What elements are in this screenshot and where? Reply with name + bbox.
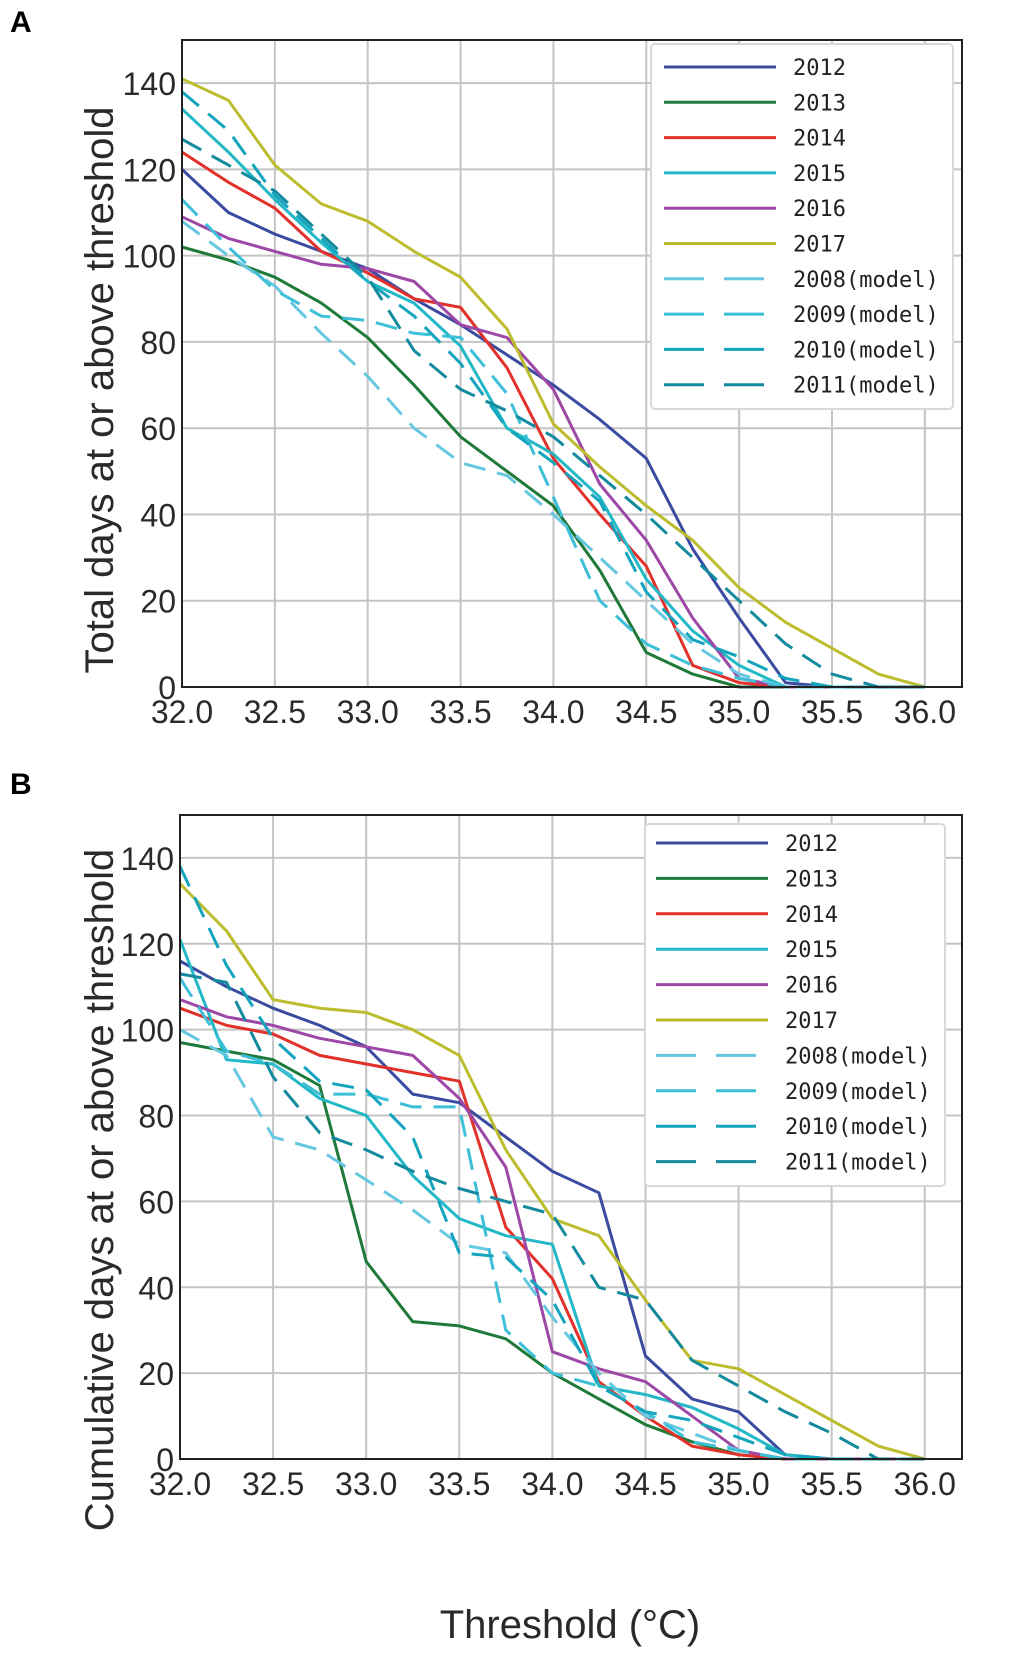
panel-a-y-axis-label: Total days at or above threshold xyxy=(78,106,122,673)
panel-a-y-tick-label: 140 xyxy=(123,66,176,102)
panel-b-plot-frame xyxy=(179,814,963,1460)
panel-a-y-tick-label: 40 xyxy=(140,497,176,533)
panel-a-series-2017 xyxy=(181,77,926,689)
panel-a-series-2011model xyxy=(181,137,925,689)
panel-a-y-tick-label: 120 xyxy=(123,152,176,188)
panel-a-y-tick-label: 60 xyxy=(140,411,176,447)
panel-b-y-tick-label: 20 xyxy=(138,1356,174,1392)
panel-b-series-2010model xyxy=(178,865,925,1461)
panel-b-x-tick-label: 36.0 xyxy=(894,1466,956,1502)
panel-b-x-tick-label: 34.0 xyxy=(521,1466,583,1502)
panel-a-legend-label: 2013 xyxy=(793,91,846,116)
panel-b-legend-label: 2015 xyxy=(785,938,838,963)
panel-b-legend-label: 2013 xyxy=(785,867,838,892)
panel-b-y-tick-label: 80 xyxy=(138,1099,174,1135)
panel-b-y-tick-label: 60 xyxy=(138,1184,174,1220)
panel-b-y-tick-label: 40 xyxy=(138,1270,174,1306)
panel-a-y-tick-label: 80 xyxy=(140,325,176,361)
panel-b-x-tick-label: 34.5 xyxy=(614,1466,676,1502)
panel-b-x-tick-label: 35.0 xyxy=(707,1466,769,1502)
panel-b-legend-label: 2016 xyxy=(785,974,838,999)
panel-a-legend-label: 2017 xyxy=(793,233,846,258)
panel-b-legend: 2012 2013 2014 2015 2016 2017 2008(model) 2009(… xyxy=(644,823,946,1187)
panel-b-x-tick-label: 33.5 xyxy=(428,1466,490,1502)
panel-b-legend-label: 2008(model) xyxy=(785,1044,931,1069)
panel-b-y-tick-label: 140 xyxy=(121,841,174,877)
panel-a-x-tick-label: 33.0 xyxy=(337,694,399,730)
panel-b-legend-label: 2010(model) xyxy=(785,1115,931,1140)
panel-b-legend-label: 2014 xyxy=(785,903,838,928)
panel-b-x-tick-label: 32.0 xyxy=(149,1466,211,1502)
panel-a-legend-label: 2011(model) xyxy=(793,374,939,399)
panel-a-series-2009model xyxy=(180,198,925,689)
panel-b-x-tick-label: 33.0 xyxy=(335,1466,397,1502)
panel-a-x-tick-label: 32.5 xyxy=(244,694,306,730)
panel-a-legend-box xyxy=(650,43,954,410)
panel-a-legend-label: 2010(model) xyxy=(793,338,939,363)
panel-b-y-axis-label: Cumulative days at or above threshold xyxy=(78,849,122,1532)
panel-a-x-tick-label: 34.0 xyxy=(522,694,584,730)
panel-b-x-tick-label: 32.5 xyxy=(242,1466,304,1502)
panel-a-chart: Total days at or above threshold 32.0 32.… xyxy=(78,39,963,730)
panel-b-legend-label: 2011(model) xyxy=(785,1151,931,1176)
panel-a-legend-label: 2014 xyxy=(793,127,846,152)
panel-a-legend: 2012 2013 2014 2015 2016 2017 2008(model) 2009(… xyxy=(650,43,954,410)
panel-b-y-tick-label: 100 xyxy=(121,1013,174,1049)
panel-a-legend-label: 2008(model) xyxy=(793,268,939,293)
panel-a-x-tick-label: 33.5 xyxy=(429,694,491,730)
panel-a-x-tick-label: 32.0 xyxy=(151,694,213,730)
panel-a-x-tick-label: 36.0 xyxy=(894,694,956,730)
panel-b-x-tick-label: 35.5 xyxy=(801,1466,863,1502)
panel-a-legend-label: 2015 xyxy=(793,162,846,187)
panel-a-y-tick-label: 0 xyxy=(158,670,176,706)
panel-a-y-tick-label: 100 xyxy=(123,239,176,275)
panel-a-series-2012 xyxy=(180,168,925,689)
panel-a-y-tick-label: 20 xyxy=(140,584,176,620)
panel-a-x-tick-label: 35.0 xyxy=(708,694,770,730)
panel-a-plot-frame xyxy=(181,39,963,688)
panel-b-chart: Cumulative days at or above threshold Th… xyxy=(78,814,963,1647)
panel-b-legend-label: 2012 xyxy=(785,832,838,857)
panel-a-legend-label: 2012 xyxy=(793,56,846,81)
panel-b-x-axis-label: Threshold (°C) xyxy=(440,1603,701,1647)
panel-a-x-tick-label: 35.5 xyxy=(801,694,863,730)
panel-a-letter: A xyxy=(10,6,32,39)
panel-b-letter: B xyxy=(10,768,32,801)
panel-a-legend-label: 2009(model) xyxy=(793,303,939,328)
panel-b-legend-label: 2009(model) xyxy=(785,1080,931,1105)
panel-b-y-tick-label: 120 xyxy=(121,927,174,963)
panel-b-legend-label: 2017 xyxy=(785,1009,838,1034)
panel-a-legend-label: 2016 xyxy=(793,197,846,222)
panel-b-y-tick-label: 0 xyxy=(156,1442,174,1478)
panel-b-series-2017 xyxy=(178,882,926,1461)
panel-a-x-tick-label: 34.5 xyxy=(615,694,677,730)
panel-a-series-2010model xyxy=(181,90,925,689)
